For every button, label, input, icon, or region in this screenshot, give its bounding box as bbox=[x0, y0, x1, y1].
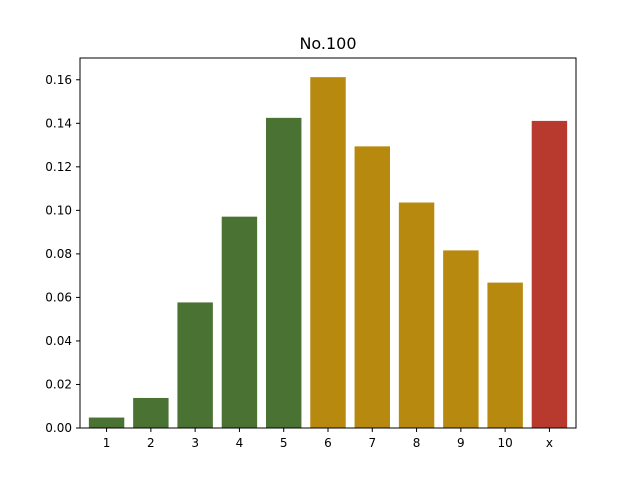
bars-group bbox=[88, 77, 568, 429]
y-axis: 0.00 0.02 0.04 0.06 0.08 0.10 0.12 0.14 0.16 bbox=[45, 73, 80, 435]
x-tick-label: 8 bbox=[413, 436, 421, 450]
bar-2 bbox=[133, 397, 169, 428]
x-tick-label: 5 bbox=[280, 436, 288, 450]
y-tick-label: 0.06 bbox=[45, 290, 72, 304]
bar-8 bbox=[398, 202, 435, 428]
y-tick-label: 0.04 bbox=[45, 334, 72, 348]
x-tick-label: 10 bbox=[498, 436, 513, 450]
bar-5 bbox=[266, 117, 302, 428]
x-tick-label: 1 bbox=[103, 436, 111, 450]
y-tick-label: 0.16 bbox=[45, 73, 72, 87]
x-tick-label: 2 bbox=[147, 436, 155, 450]
bar-10 bbox=[487, 282, 523, 428]
y-tick-label: 0.00 bbox=[45, 421, 72, 435]
bar-7 bbox=[354, 146, 390, 429]
chart-title: No.100 bbox=[299, 34, 356, 53]
x-tick-label: 4 bbox=[236, 436, 244, 450]
y-tick-label: 0.10 bbox=[45, 203, 72, 217]
bar-1 bbox=[88, 417, 125, 428]
x-tick-label: 7 bbox=[368, 436, 376, 450]
x-tick-label: 3 bbox=[191, 436, 199, 450]
x-tick-label: 6 bbox=[324, 436, 332, 450]
bar-6 bbox=[310, 77, 346, 429]
y-tick-label: 0.08 bbox=[45, 247, 72, 261]
y-tick-label: 0.14 bbox=[45, 116, 72, 130]
bar-9 bbox=[443, 250, 479, 428]
y-tick-label: 0.02 bbox=[45, 377, 72, 391]
plot-area-frame bbox=[79, 57, 577, 429]
y-tick-label: 0.12 bbox=[45, 160, 72, 174]
bar-4 bbox=[221, 216, 258, 428]
x-tick-label: 9 bbox=[457, 436, 465, 450]
bar-3 bbox=[177, 302, 213, 428]
bar-x bbox=[531, 120, 568, 429]
x-tick-label: x bbox=[546, 436, 553, 450]
x-axis: 1 2 3 4 5 6 7 8 9 10 x bbox=[103, 428, 553, 450]
